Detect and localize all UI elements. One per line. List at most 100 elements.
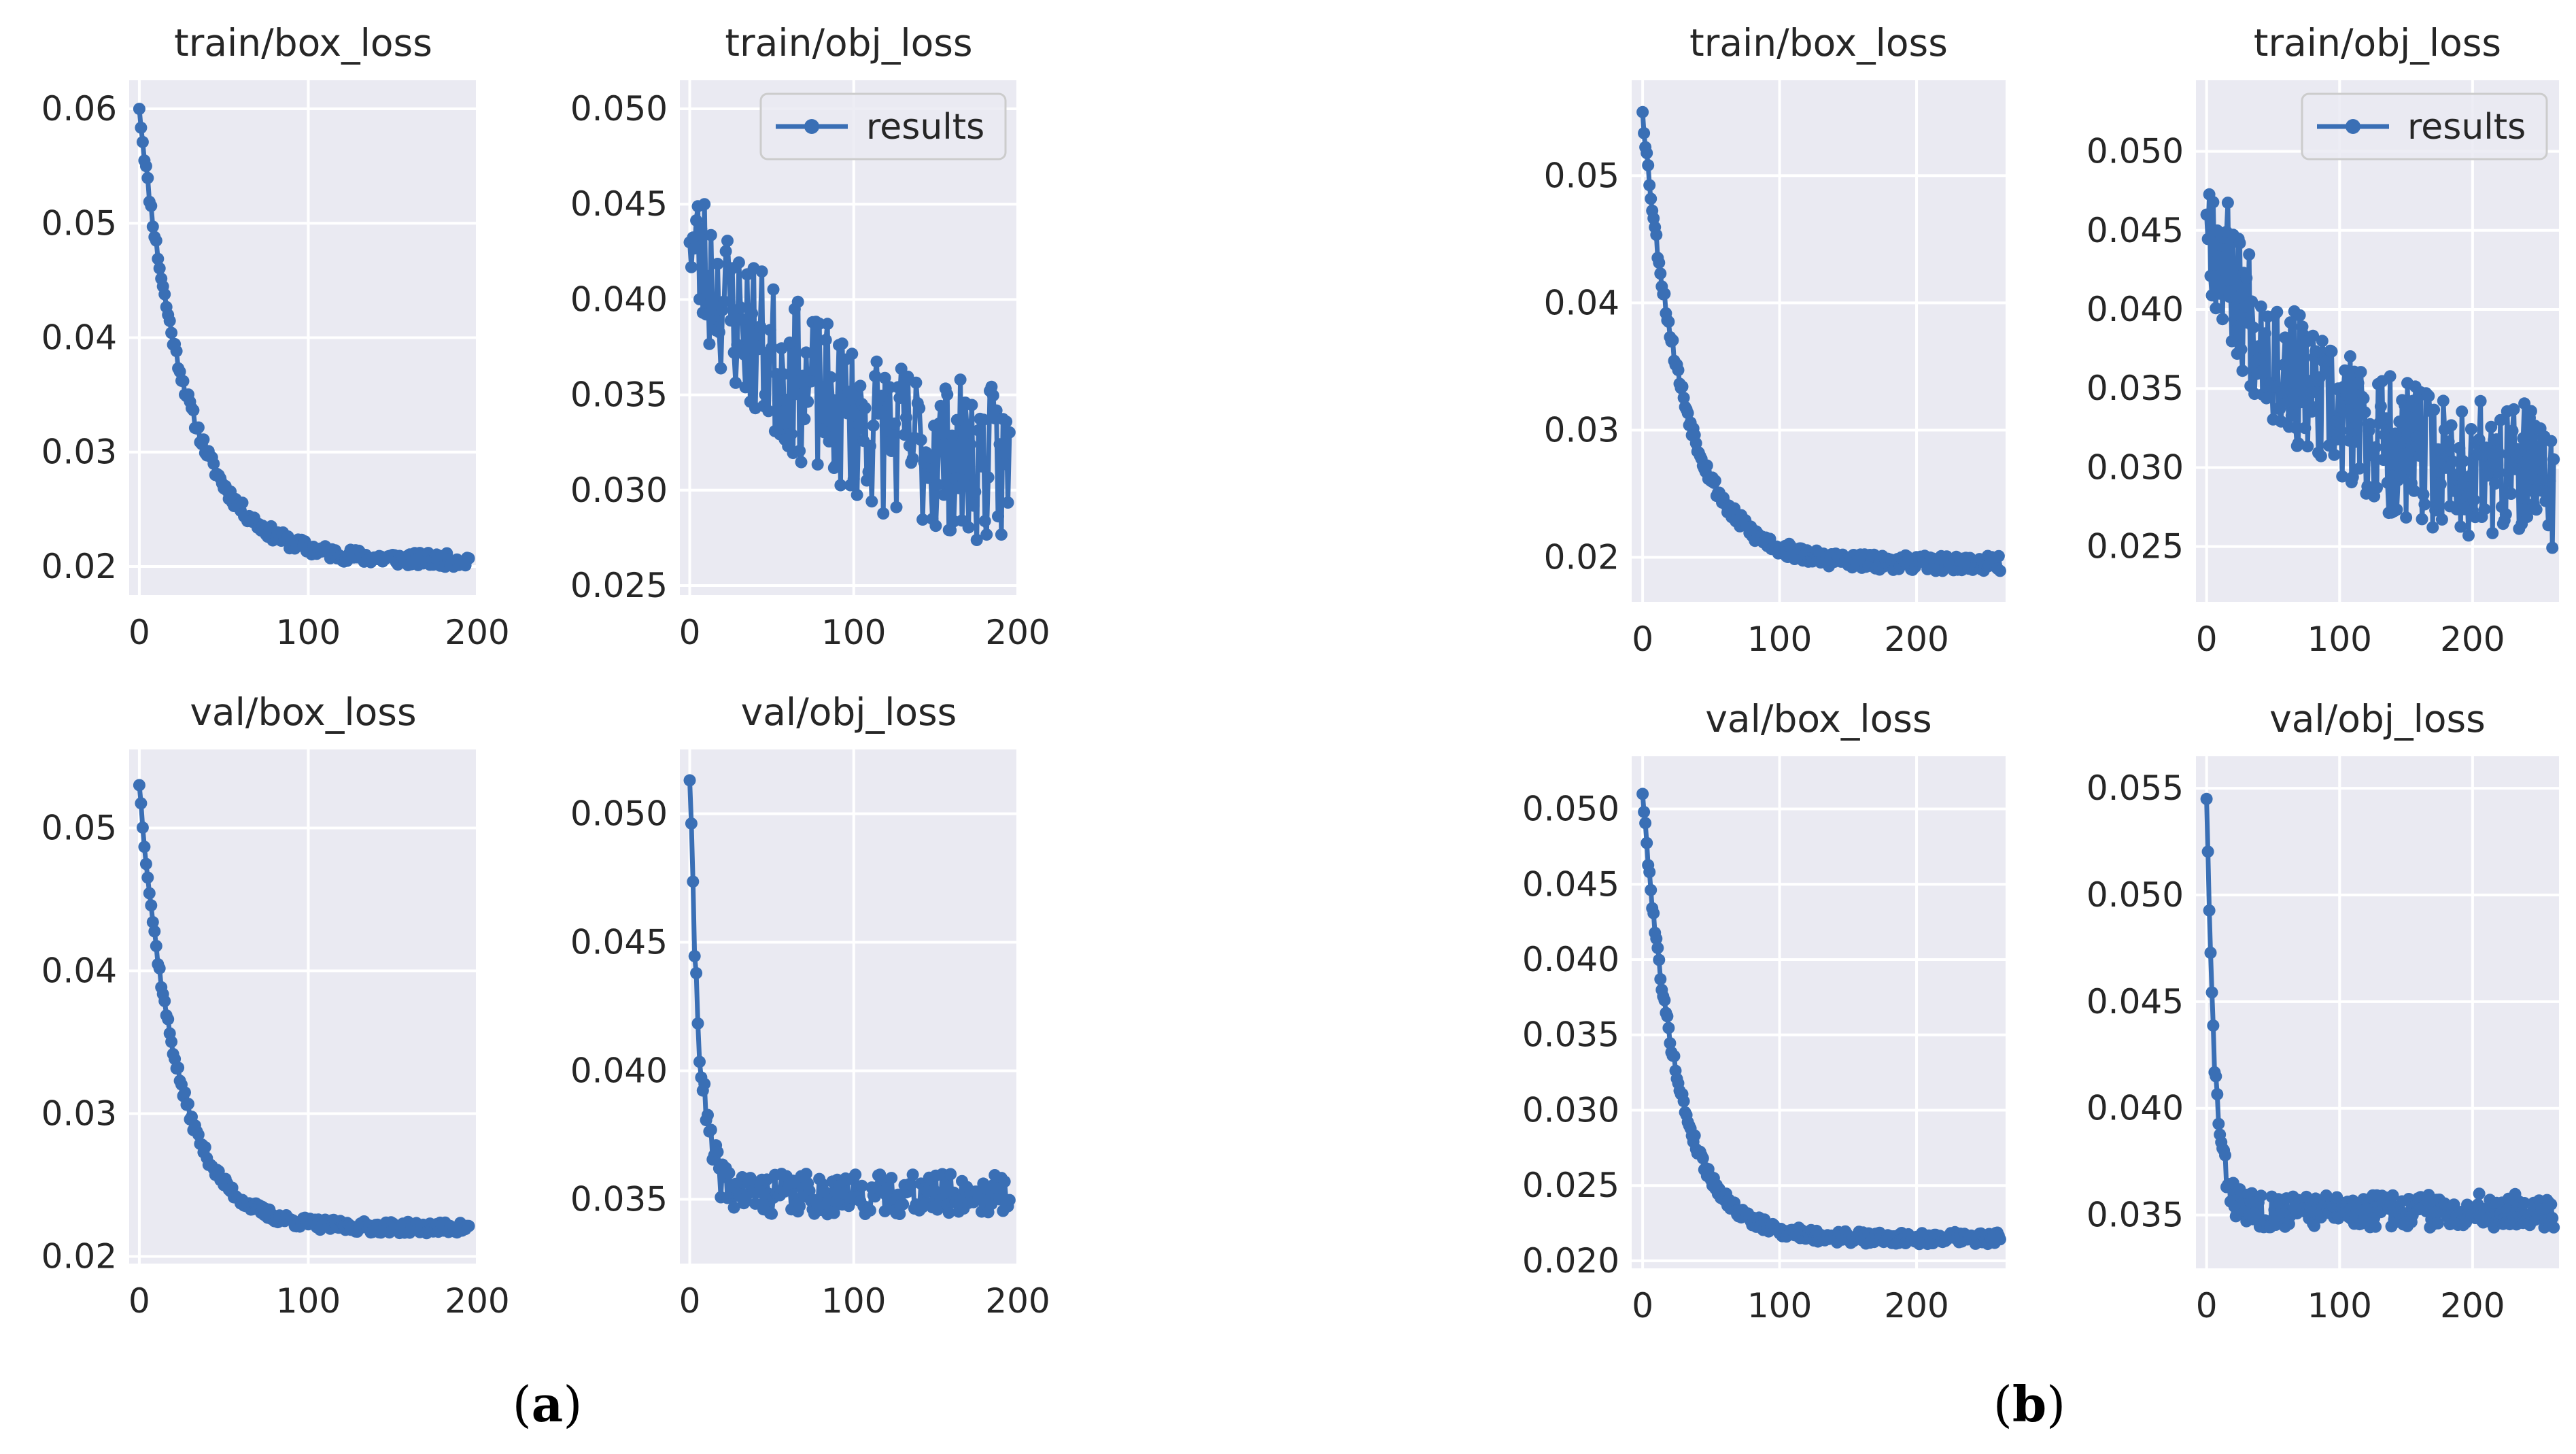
data-point — [2369, 441, 2382, 454]
series-markers — [2200, 792, 2560, 1234]
data-point — [2407, 484, 2420, 497]
series-markers — [133, 103, 475, 573]
y-tick-label: 0.025 — [1522, 1166, 1619, 1205]
data-point — [712, 326, 725, 339]
data-point — [236, 496, 249, 509]
series-markers — [133, 779, 475, 1240]
data-point — [847, 473, 860, 486]
data-point — [2252, 340, 2265, 353]
data-point — [980, 528, 993, 541]
y-tick-label: 0.035 — [570, 375, 668, 415]
data-point — [690, 966, 703, 979]
data-point — [2524, 405, 2537, 418]
data-point — [2235, 343, 2248, 356]
data-point — [2339, 364, 2352, 377]
data-point — [859, 402, 872, 414]
data-point — [711, 1145, 724, 1158]
data-point — [800, 1168, 812, 1181]
data-point — [2489, 477, 2502, 490]
y-tick-label: 0.05 — [41, 203, 117, 243]
data-point — [944, 1168, 957, 1181]
data-point — [2530, 503, 2543, 516]
data-point — [2361, 480, 2374, 493]
data-point — [2448, 484, 2460, 497]
data-point — [946, 429, 959, 442]
data-point — [2210, 1070, 2222, 1083]
x-tick-label: 0 — [679, 613, 701, 652]
y-tick-label: 0.035 — [2086, 1196, 2184, 1235]
data-point — [153, 962, 166, 975]
y-tick-label: 0.025 — [2086, 527, 2184, 567]
data-point — [1661, 1010, 1674, 1023]
data-point — [841, 407, 854, 420]
data-point — [2509, 462, 2522, 475]
data-point — [2422, 390, 2435, 403]
data-point — [1003, 426, 1016, 439]
data-point — [158, 995, 171, 1007]
data-point — [2446, 455, 2459, 468]
data-point — [2259, 327, 2271, 340]
data-point — [885, 1172, 898, 1185]
data-point — [998, 1175, 1011, 1188]
data-point — [2284, 316, 2297, 329]
data-point — [1641, 147, 1653, 159]
data-point — [2478, 503, 2491, 515]
data-point — [1666, 334, 1679, 347]
data-point — [135, 797, 148, 810]
data-point — [2431, 498, 2443, 511]
data-point — [135, 121, 148, 134]
data-point — [715, 362, 727, 375]
data-point — [854, 379, 867, 392]
x-tick-label: 100 — [276, 1281, 341, 1321]
data-point — [2380, 412, 2392, 425]
data-point — [2374, 400, 2387, 413]
data-point — [727, 1201, 740, 1214]
y-tick-label: 0.050 — [570, 89, 668, 129]
data-point — [950, 413, 963, 426]
data-point — [2200, 208, 2213, 221]
y-tick-label: 0.045 — [2086, 211, 2184, 250]
data-point — [1654, 267, 1667, 280]
data-point — [133, 103, 145, 116]
legend-box — [2301, 92, 2548, 160]
y-tick-label: 0.05 — [1544, 156, 1619, 195]
data-point — [887, 437, 899, 450]
data-point — [967, 499, 980, 512]
plot-title: val/obj_loss — [2269, 697, 2486, 741]
x-tick-label: 0 — [128, 613, 150, 652]
y-tick-label: 0.040 — [570, 280, 668, 319]
y-tick-label: 0.045 — [570, 923, 668, 962]
data-point — [2349, 435, 2362, 448]
data-point — [704, 1123, 717, 1136]
data-point — [145, 899, 158, 912]
data-point — [2369, 1220, 2382, 1233]
y-tick-label: 0.030 — [2086, 447, 2184, 487]
x-tick-label: 0 — [2196, 620, 2218, 659]
data-point — [2276, 386, 2289, 399]
y-tick-label: 0.035 — [570, 1180, 668, 1219]
data-point — [2335, 424, 2348, 437]
legend-marker — [804, 119, 819, 134]
data-point — [683, 774, 696, 787]
y-tick-label: 0.045 — [2086, 982, 2184, 1021]
data-point — [954, 373, 967, 386]
y-tick-label: 0.03 — [1544, 410, 1619, 450]
x-tick-label: 200 — [1884, 1286, 1948, 1325]
data-point — [2289, 421, 2302, 434]
data-point — [1681, 407, 1694, 420]
y-tick-label: 0.020 — [1522, 1241, 1619, 1281]
data-point — [2494, 413, 2507, 426]
data-point — [898, 428, 911, 441]
data-point — [2539, 494, 2552, 507]
data-point — [2353, 462, 2366, 475]
data-point — [867, 419, 880, 432]
subplot-b-1: 0.02 0.03 0.04 0.05 0 100 200 train/box_loss — [1544, 21, 2006, 659]
data-point — [2467, 494, 2480, 507]
data-point — [1001, 496, 1014, 509]
data-point — [2473, 433, 2486, 446]
data-point — [2465, 423, 2477, 435]
data-point — [1662, 316, 1675, 328]
x-tick-label: 100 — [821, 613, 886, 652]
data-point — [913, 402, 926, 415]
data-point — [897, 379, 910, 392]
